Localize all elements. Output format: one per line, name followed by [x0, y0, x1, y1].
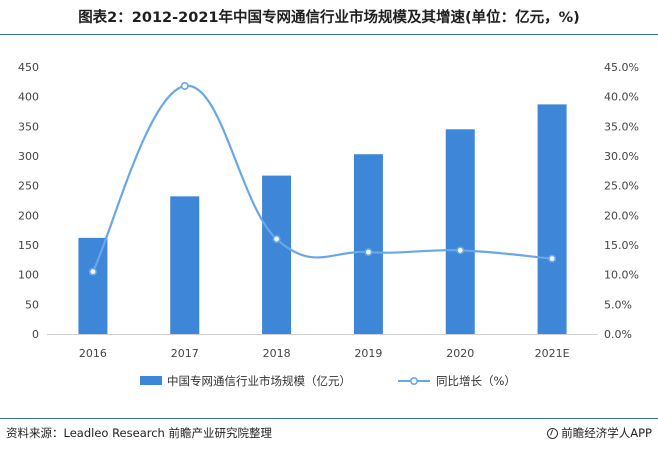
- y-right-tick-label: 30.0%: [604, 150, 639, 163]
- legend-line-label: 同比增长（%）: [436, 374, 516, 388]
- bar-market-size: [353, 154, 383, 334]
- x-tick-label: 2017: [171, 347, 199, 360]
- y-right-tick-label: 20.0%: [604, 209, 639, 222]
- brand-name: 前瞻经济学人APP: [561, 426, 652, 440]
- growth-rate-line: [91, 84, 553, 273]
- x-tick-label: 2016: [79, 347, 107, 360]
- bar-market-size: [170, 196, 200, 334]
- y-left-tick-label: 100: [18, 269, 39, 282]
- y-right-tick-label: 15.0%: [604, 239, 639, 252]
- y-right-tick-label: 35.0%: [604, 120, 639, 133]
- growth-rate-point: [364, 248, 373, 257]
- source-note: 资料来源：Leadleo Research 前瞻产业研究院整理: [6, 426, 272, 440]
- y-left-tick-label: 300: [18, 150, 39, 163]
- bar-market-size: [78, 237, 108, 334]
- chart-canvas: 0 50 100 150 200 250 300 350 400 450 0.0% 5.0% 10.0%…: [18, 61, 639, 388]
- growth-rate-point: [88, 267, 97, 276]
- x-tick-label: 2018: [263, 347, 291, 360]
- y-left-tick-label: 250: [18, 180, 39, 193]
- bar-market-size: [262, 175, 292, 334]
- title-divider: [0, 34, 658, 35]
- growth-rate-point: [456, 246, 465, 255]
- y-right-tick-label: 10.0%: [604, 269, 639, 282]
- y-right-tick-label: 0.0%: [604, 328, 632, 341]
- y-left-tick-label: 200: [18, 209, 39, 222]
- x-tick-label: 2021E: [535, 347, 570, 360]
- chart-title: 图表2：2012-2021年中国专网通信行业市场规模及其增速(单位：亿元，%): [78, 10, 580, 26]
- x-tick-label: 2019: [354, 347, 382, 360]
- x-tick-label: 2020: [446, 347, 474, 360]
- growth-rate-point: [180, 81, 189, 90]
- bar-market-size: [537, 104, 567, 334]
- growth-rate-point: [272, 235, 281, 244]
- legend-bar-swatch: [140, 376, 162, 385]
- y-left-tick-label: 150: [18, 239, 39, 252]
- y-right-tick-label: 5.0%: [604, 298, 632, 311]
- legend-line-marker: [409, 376, 418, 385]
- brand-logo-icon: [547, 427, 559, 439]
- legend-bar-label: 中国专网通信行业市场规模（亿元）: [167, 374, 351, 388]
- y-left-tick-label: 350: [18, 120, 39, 133]
- y-left-tick-label: 450: [18, 61, 39, 74]
- y-right-tick-label: 25.0%: [604, 180, 639, 193]
- bar-market-size: [445, 129, 475, 334]
- footer-divider: [0, 418, 658, 419]
- y-right-tick-label: 45.0%: [604, 61, 639, 74]
- y-right-tick-label: 40.0%: [604, 91, 639, 104]
- brand-credit: 前瞻经济学人APP: [547, 425, 652, 441]
- y-left-tick-label: 400: [18, 91, 39, 104]
- y-left-tick-label: 50: [25, 298, 39, 311]
- y-left-tick-label: 0: [32, 328, 39, 341]
- growth-rate-point: [548, 254, 557, 263]
